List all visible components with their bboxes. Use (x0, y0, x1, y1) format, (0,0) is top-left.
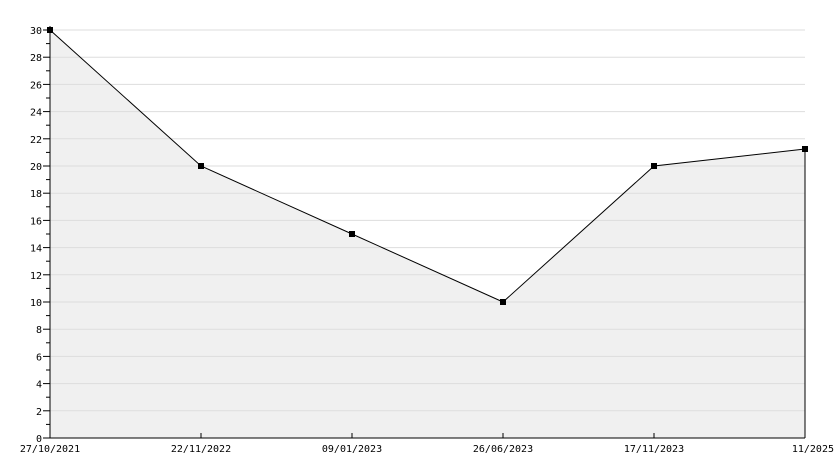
y-tick-label: 4 (36, 380, 42, 391)
x-tick-label: 22/11/2022 (171, 444, 231, 455)
y-tick-label: 28 (30, 53, 42, 64)
series-line (49, 29, 806, 303)
data-point (802, 146, 808, 152)
y-tick-label: 22 (30, 135, 42, 146)
x-tick-label: 27/10/2021 (20, 444, 80, 455)
data-point (47, 27, 53, 33)
y-tick-label: 30 (30, 26, 42, 37)
y-tick-label: 12 (30, 271, 42, 282)
y-tick-label: 16 (30, 216, 42, 227)
y-tick-label: 26 (30, 80, 42, 91)
y-tick-label: 0 (36, 434, 42, 445)
y-tick-label: 8 (36, 325, 42, 336)
x-tick-label: 11/2025 (792, 444, 834, 455)
x-tick-label: 09/01/2023 (322, 444, 382, 455)
y-tick-label: 10 (30, 298, 42, 309)
y-tick-label: 2 (36, 407, 42, 418)
area-fill (50, 30, 805, 438)
y-tick-label: 24 (30, 108, 42, 119)
y-tick-label: 14 (30, 244, 42, 255)
data-point (651, 163, 657, 169)
y-tick-label: 20 (30, 162, 42, 173)
data-point (349, 231, 355, 237)
data-point (198, 163, 204, 169)
y-tick-label: 18 (30, 189, 42, 200)
data-point (500, 299, 506, 305)
x-tick-label: 26/06/2023 (473, 444, 533, 455)
x-tick-label: 17/11/2023 (624, 444, 684, 455)
y-tick-label: 6 (36, 352, 42, 363)
